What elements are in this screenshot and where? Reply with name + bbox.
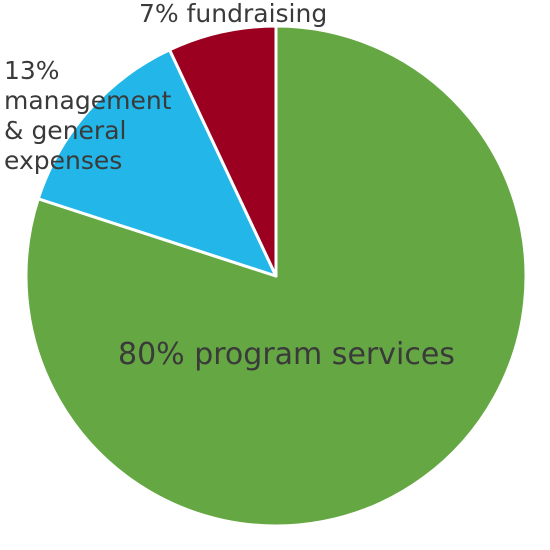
label-fundraising: 7% fundraising	[139, 0, 327, 28]
pie-slices	[24, 24, 528, 528]
label-line: 13%	[4, 56, 60, 85]
label-line: expenses	[4, 146, 122, 175]
pie-labels: 80% program services 13% management & gener…	[4, 0, 455, 372]
slice-management-general	[36, 48, 278, 278]
label-line: management	[4, 86, 172, 115]
label-program-services: 80% program services	[118, 337, 455, 372]
label-management-general: 13% management & general expenses	[4, 56, 172, 175]
slice-fundraising	[168, 24, 278, 278]
label-line: 80% program services	[118, 337, 455, 372]
label-line: 7% fundraising	[139, 0, 327, 28]
label-line: & general	[4, 116, 126, 145]
